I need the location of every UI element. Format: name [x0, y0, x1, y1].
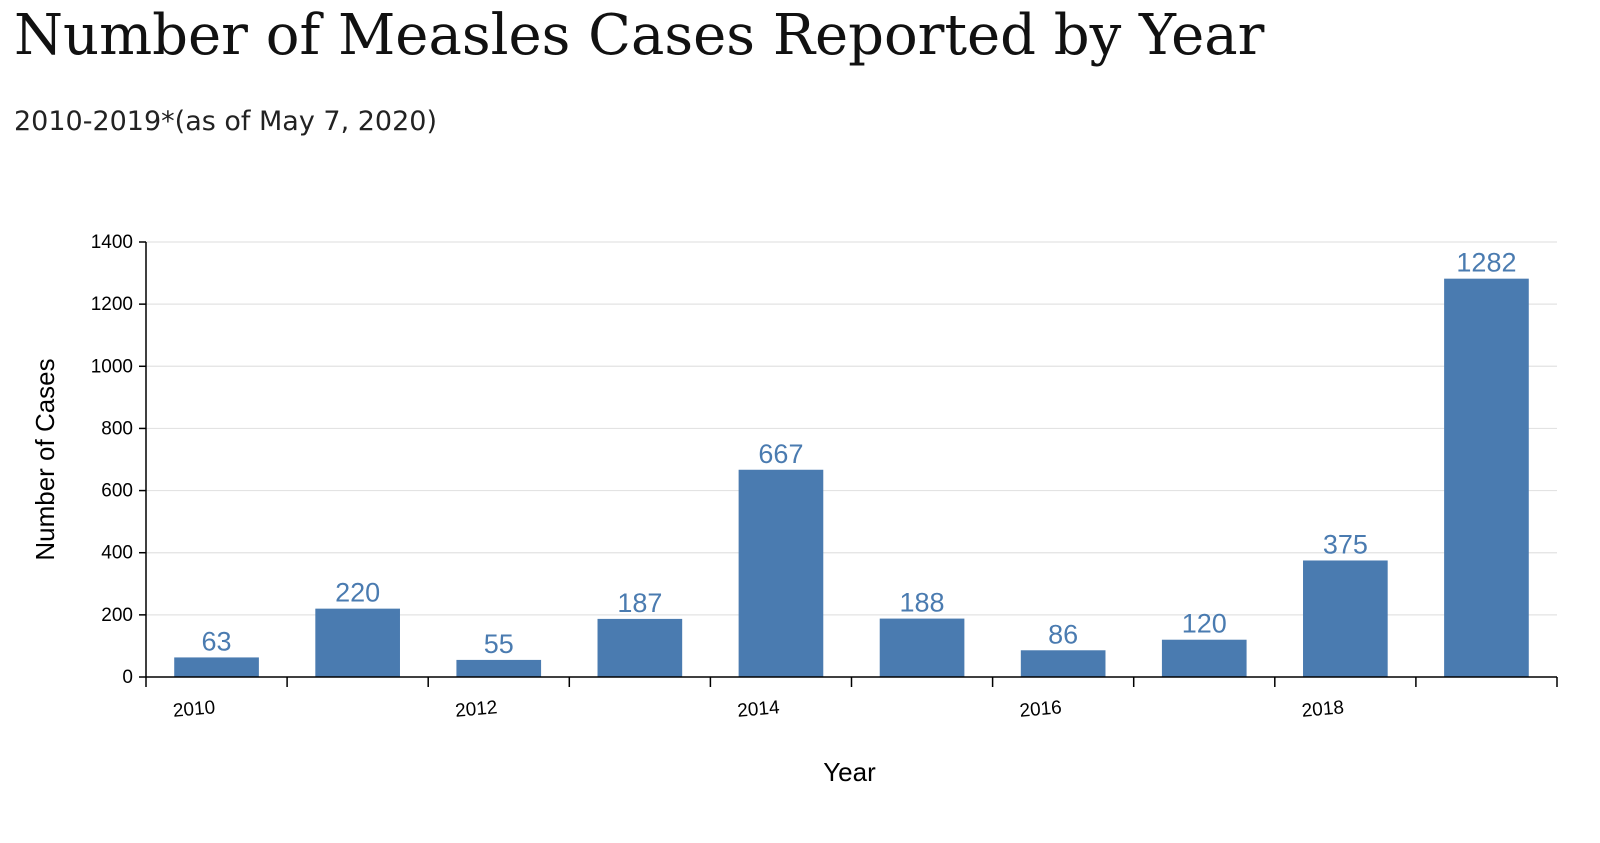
axes: 0 200 400 600 800 1000 1200 1400 2010 2012 2014 201…	[91, 232, 1558, 722]
x-tick-label: 2012	[454, 697, 498, 722]
y-tick-label: 200	[101, 605, 133, 626]
y-tick-label: 1200	[91, 294, 133, 315]
data-label: 120	[1182, 609, 1227, 639]
x-tick-label: 2016	[1019, 697, 1063, 722]
page-subtitle: 2010-2019*(as of May 7, 2020)	[14, 106, 437, 137]
bar	[315, 608, 400, 677]
data-label: 55	[484, 629, 514, 659]
bar	[1161, 639, 1247, 677]
y-tick-label: 600	[101, 481, 133, 502]
x-tick-label: 2018	[1301, 697, 1345, 722]
data-labels: 63 220 55 187 667 188 86 120 375 1282	[202, 248, 1517, 659]
bars	[174, 278, 1529, 677]
y-axis-title: Number of Cases	[30, 358, 60, 560]
data-label: 375	[1323, 529, 1368, 559]
x-axis-title: Year	[823, 757, 876, 787]
y-tick-label: 1000	[91, 356, 133, 377]
bar	[1303, 560, 1388, 677]
bar	[597, 618, 683, 677]
data-label: 1282	[1456, 248, 1516, 278]
data-label: 187	[617, 588, 662, 618]
y-tick-label: 800	[101, 418, 133, 439]
bar	[879, 618, 965, 677]
data-label: 86	[1048, 619, 1078, 649]
data-label: 63	[202, 626, 232, 656]
bar	[1444, 278, 1529, 677]
bar	[174, 657, 259, 677]
y-tick-label: 0	[122, 667, 133, 688]
y-tick-label: 1400	[91, 232, 133, 253]
data-label: 188	[900, 588, 945, 618]
page-title: Number of Measles Cases Reported by Year	[14, 3, 1265, 68]
y-tick-label: 400	[101, 543, 133, 564]
x-tick-label: 2014	[736, 697, 780, 722]
bar	[1020, 650, 1106, 677]
x-tick-label: 2010	[172, 697, 216, 722]
bar	[738, 469, 824, 677]
bar	[456, 659, 542, 677]
data-label: 220	[335, 578, 380, 608]
data-label: 667	[758, 439, 803, 469]
